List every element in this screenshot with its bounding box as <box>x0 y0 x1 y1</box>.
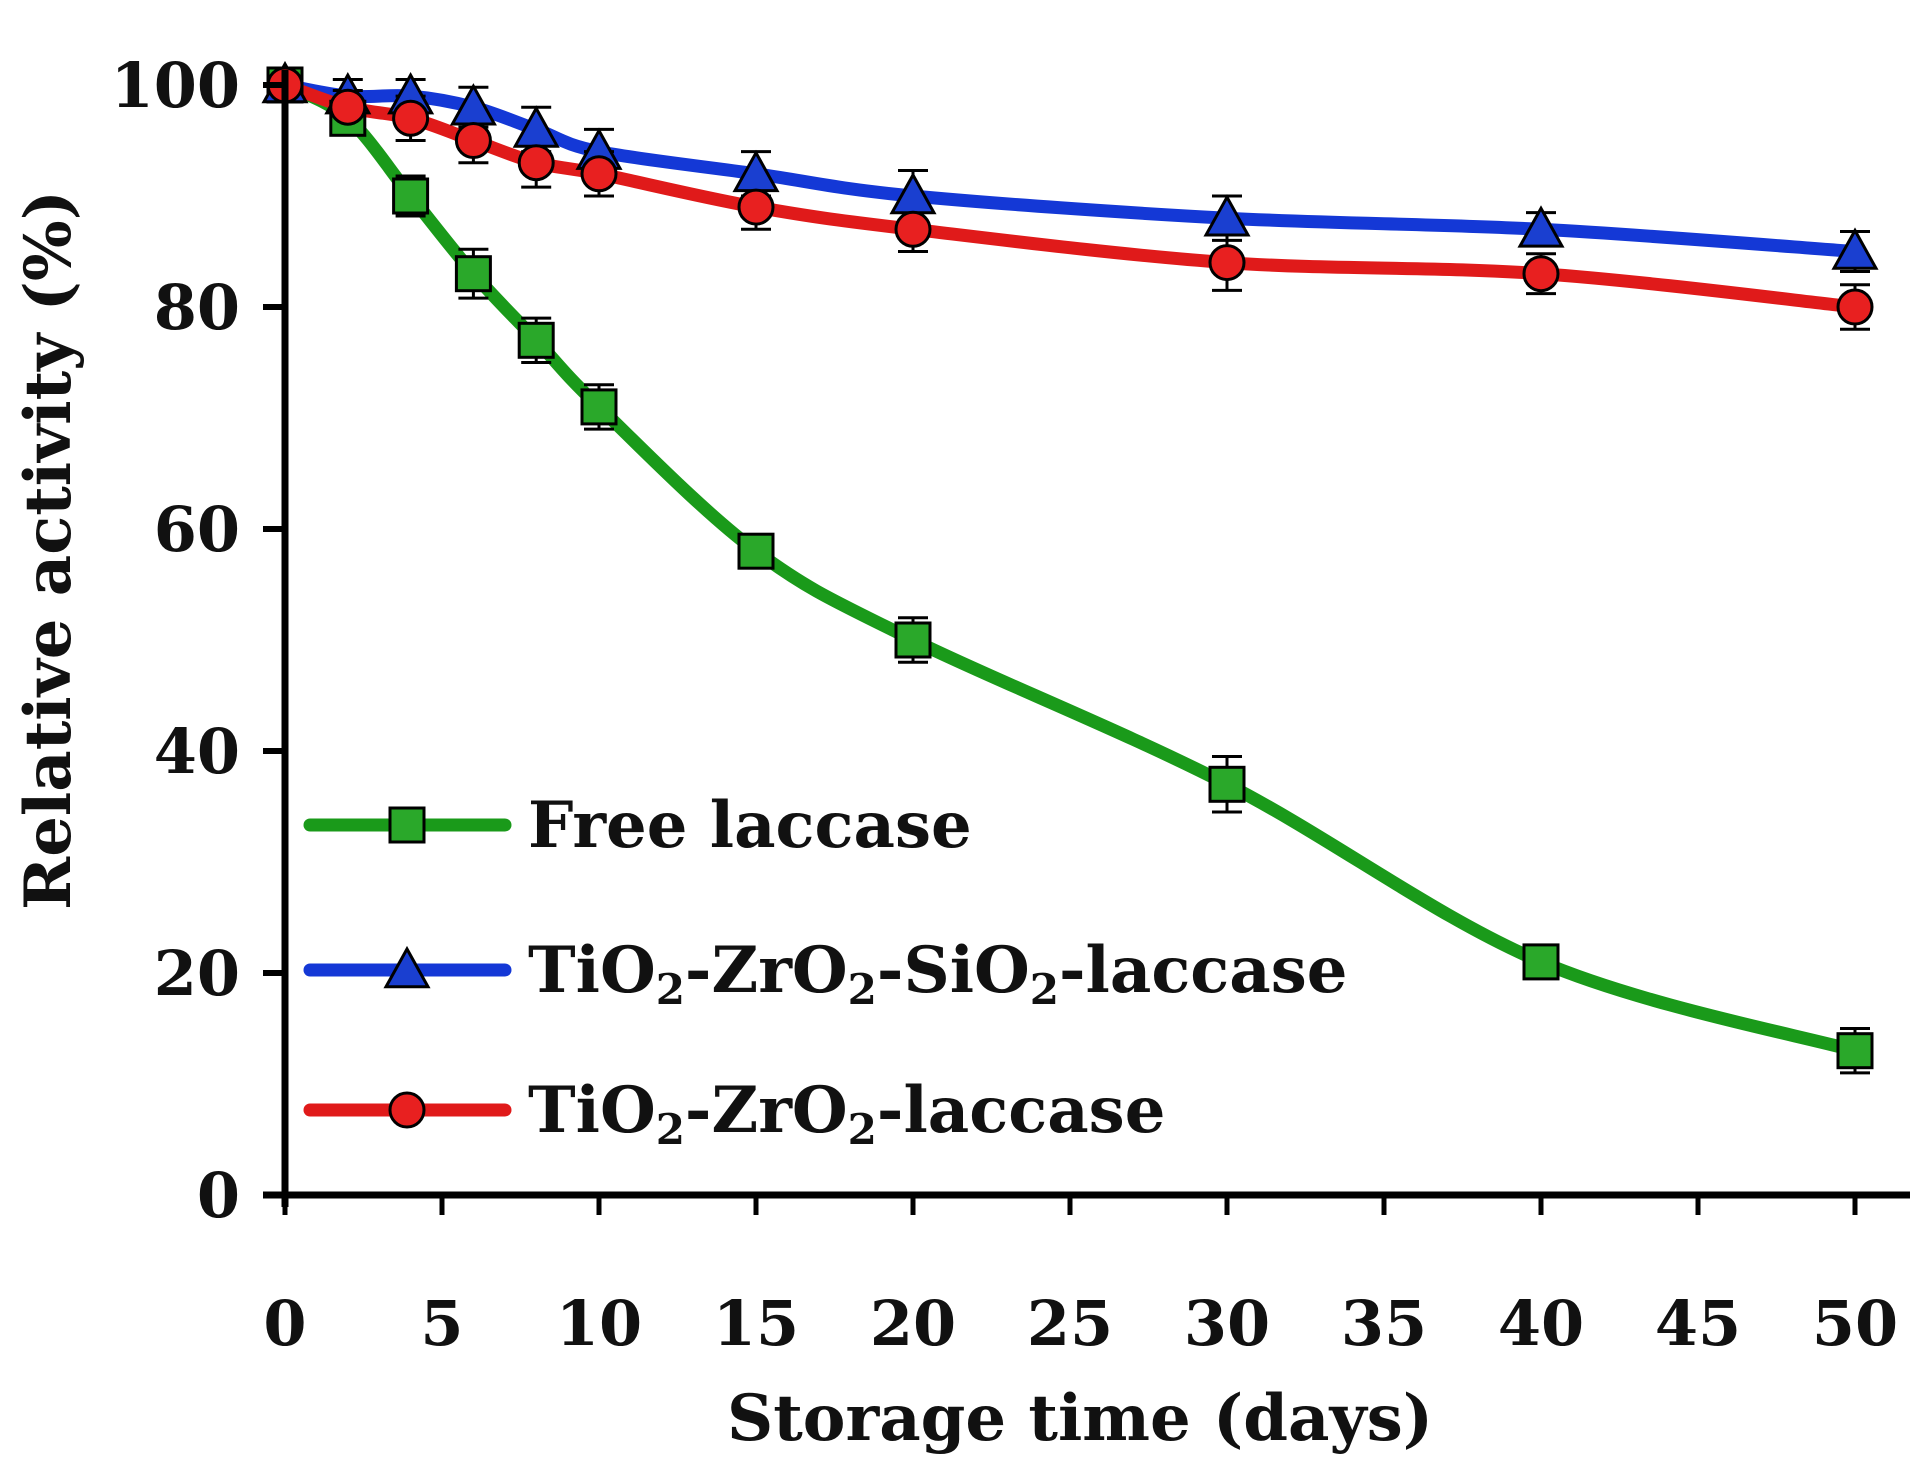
x-tick-label: 15 <box>713 1287 799 1360</box>
data-point-circle <box>517 144 555 182</box>
x-axis-title: Storage time (days) <box>727 1381 1433 1456</box>
legend-label-part: 2 <box>656 1105 685 1154</box>
legend-label: TiO2-ZrO2-SiO2-laccase <box>528 933 1347 1014</box>
data-point-square <box>392 177 430 215</box>
data-point-circle <box>737 188 775 226</box>
x-tick-label: 25 <box>1027 1287 1113 1360</box>
x-tick-label: 45 <box>1655 1287 1741 1360</box>
x-tick-label: 0 <box>263 1287 306 1360</box>
data-point-square <box>1208 765 1246 803</box>
data-point-circle <box>580 155 618 193</box>
data-point-circle <box>392 99 430 137</box>
legend-label-part: 2 <box>848 1105 877 1154</box>
legend-marker-square <box>388 806 426 844</box>
data-point-square <box>1836 1032 1874 1070</box>
x-tick-label: 10 <box>556 1287 642 1360</box>
legend-marker-circle <box>388 1091 426 1129</box>
data-point-triangle <box>1517 205 1565 248</box>
y-tick-label: 80 <box>154 271 240 344</box>
legend-label-part: TiO <box>528 1073 656 1148</box>
legend-label-part: -laccase <box>877 1073 1166 1148</box>
data-point-square <box>1522 943 1560 981</box>
legend: Free laccaseTiO2-ZrO2-SiO2-laccaseTiO2-Z… <box>303 788 1347 1154</box>
legend-label-part: Free laccase <box>528 788 972 863</box>
legend-label: TiO2-ZrO2-laccase <box>528 1073 1165 1154</box>
data-point-circle <box>329 88 367 126</box>
data-point-square <box>580 388 618 426</box>
y-tick-label: 60 <box>154 493 240 566</box>
data-point-square <box>894 621 932 659</box>
x-tick-label: 5 <box>420 1287 463 1360</box>
legend-label-part: -SiO <box>877 933 1030 1008</box>
data-point-circle <box>454 122 492 159</box>
legend-label-part: -laccase <box>1059 933 1348 1008</box>
x-tick-label: 40 <box>1498 1287 1584 1360</box>
data-point-circle <box>1208 244 1246 282</box>
legend-label: Free laccase <box>528 788 972 863</box>
y-tick-label: 0 <box>197 1159 240 1232</box>
y-tick-label: 40 <box>154 715 240 788</box>
y-axis-title: Relative activity (%) <box>11 190 86 910</box>
series-line-1 <box>278 78 1862 258</box>
y-ticks: 0 20 40 60 80 100 <box>111 49 285 1232</box>
data-point-square <box>737 532 775 570</box>
data-point-circle <box>894 210 932 248</box>
data-point-circle <box>1836 288 1874 326</box>
x-tick-label: 50 <box>1812 1287 1898 1360</box>
legend-label-part: -ZrO <box>685 933 848 1008</box>
plot-lines <box>278 78 1862 1058</box>
x-tick-label: 30 <box>1184 1287 1270 1360</box>
legend-label-part: 2 <box>848 965 877 1014</box>
data-point-square <box>454 255 492 293</box>
legend-item: TiO2-ZrO2-SiO2-laccase <box>303 933 1347 1014</box>
legend-label-part: -ZrO <box>685 1073 848 1148</box>
x-ticks: 0 5 10 15 20 25 30 35 40 45 50 <box>263 1195 1898 1360</box>
x-tick-label: 20 <box>870 1287 956 1360</box>
legend-label-part: 2 <box>1030 965 1059 1014</box>
legend-item: Free laccase <box>303 788 972 863</box>
legend-item: TiO2-ZrO2-laccase <box>303 1073 1165 1154</box>
data-point-triangle <box>1203 194 1251 237</box>
error-bars <box>270 66 1870 1075</box>
legend-label-part: 2 <box>656 965 685 1014</box>
data-point-triangle <box>1831 227 1879 270</box>
x-tick-label: 35 <box>1341 1287 1427 1360</box>
legend-label-part: TiO <box>528 933 656 1008</box>
y-tick-label: 100 <box>111 49 240 122</box>
data-point-square <box>517 321 555 359</box>
y-tick-label: 20 <box>154 937 240 1010</box>
legend-marker-triangle <box>383 945 431 989</box>
data-point-circle <box>1522 255 1560 293</box>
